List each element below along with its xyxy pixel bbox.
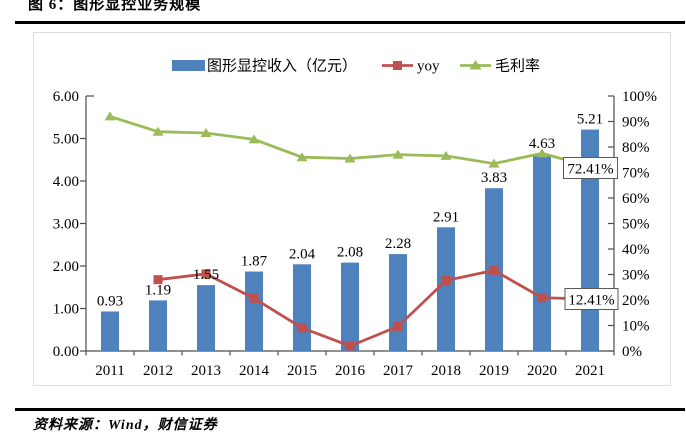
right-axis-label: 80% — [622, 140, 650, 156]
legend-swatch-revenue — [172, 60, 205, 71]
bar-value-label: 1.87 — [241, 254, 268, 270]
left-axis-label: 6.00 — [53, 89, 79, 105]
legend-label-revenue: 图形显控收入（亿元） — [207, 58, 357, 75]
bottom-rule — [15, 408, 685, 411]
legend-label-yoy: yoy — [417, 59, 440, 75]
x-axis-label: 2014 — [239, 363, 270, 379]
annotation-box — [564, 288, 619, 310]
bar-2014 — [245, 271, 263, 351]
right-axis-label: 60% — [622, 191, 650, 207]
gross-margin-point — [392, 149, 404, 159]
yoy-point — [537, 293, 547, 303]
top-rule — [15, 21, 685, 24]
annotation-label: 72.41% — [567, 162, 613, 178]
bar-2018 — [437, 227, 455, 351]
right-axis-label: 90% — [622, 115, 650, 131]
x-axis-label: 2012 — [143, 363, 173, 379]
bar-2012 — [149, 300, 167, 351]
x-axis-label: 2019 — [479, 363, 509, 379]
figure-title: 图 6：图形显控业务规模 — [28, 0, 528, 11]
legend-marker-margin — [469, 60, 482, 70]
bar-2020 — [533, 154, 551, 351]
left-axis-label: 5.00 — [53, 132, 79, 148]
bar-value-label: 2.04 — [289, 246, 316, 262]
right-axis-label: 20% — [622, 293, 650, 309]
right-axis-label: 10% — [622, 319, 650, 335]
yoy-point — [345, 341, 355, 351]
bar-2011 — [101, 311, 119, 351]
yoy-point — [153, 275, 163, 285]
figure-title-text: 图 6：图形显控业务规模 — [28, 0, 202, 11]
gross-margin-point — [344, 153, 356, 163]
yoy-point — [441, 276, 451, 286]
legend-marker-yoy — [393, 61, 402, 70]
x-axis-label: 2020 — [527, 363, 557, 379]
right-axis-label: 0% — [622, 344, 642, 360]
bar-value-label: 2.28 — [385, 236, 411, 252]
yoy-line — [157, 268, 592, 348]
left-axis-label: 0.00 — [53, 344, 79, 360]
x-axis-label: 2011 — [95, 363, 124, 379]
yoy-point — [489, 265, 499, 275]
right-axis-label: 30% — [622, 268, 650, 284]
bar-value-label: 2.08 — [337, 245, 363, 261]
gross-margin-point — [440, 150, 452, 160]
gross-margin-point — [248, 134, 260, 144]
bar-value-label: 4.63 — [529, 136, 555, 152]
gross-margin-point — [104, 111, 116, 121]
source-note: 资料来源：Wind，财信证券 — [33, 418, 218, 433]
bar-value-label: 0.93 — [97, 293, 123, 309]
gross-margin-point — [296, 152, 308, 162]
gross-margin-point — [200, 127, 212, 137]
x-axis-label: 2021 — [575, 363, 605, 379]
gross-margin-point — [536, 148, 548, 158]
x-axis-label: 2017 — [383, 363, 414, 379]
x-axis-label: 2018 — [431, 363, 461, 379]
right-axis-label: 50% — [622, 217, 650, 233]
yoy-point — [201, 269, 211, 279]
bar-2016 — [341, 262, 359, 351]
left-axis-label: 4.00 — [53, 174, 79, 190]
left-axis-label: 3.00 — [53, 217, 79, 233]
yoy-point — [297, 323, 307, 333]
annotation-label: 12.41% — [568, 293, 614, 309]
bar-2015 — [293, 264, 311, 351]
bar-value-label: 1.19 — [145, 282, 171, 298]
left-axis-label: 1.00 — [53, 302, 79, 318]
left-axis-label: 2.00 — [53, 259, 79, 275]
right-axis-label: 100% — [622, 89, 657, 105]
gross-margin-point — [488, 158, 500, 168]
bar-value-label: 1.55 — [193, 267, 219, 283]
bar-2013 — [197, 285, 215, 351]
right-axis-label: 70% — [622, 166, 650, 182]
legend-label-margin: 毛利率 — [495, 58, 540, 75]
annotation-box — [563, 157, 618, 179]
chart-area-border — [33, 32, 671, 386]
bar-value-label: 3.83 — [481, 170, 507, 186]
gross-margin-point — [152, 126, 164, 136]
x-axis-label: 2015 — [287, 363, 317, 379]
right-axis-label: 40% — [622, 242, 650, 258]
bar-value-label: 5.21 — [577, 112, 603, 128]
x-axis-label: 2016 — [335, 363, 366, 379]
yoy-point — [249, 293, 259, 303]
x-axis-label: 2013 — [191, 363, 221, 379]
bar-value-label: 2.91 — [433, 209, 459, 225]
bar-2017 — [389, 254, 407, 351]
yoy-point — [393, 321, 403, 331]
